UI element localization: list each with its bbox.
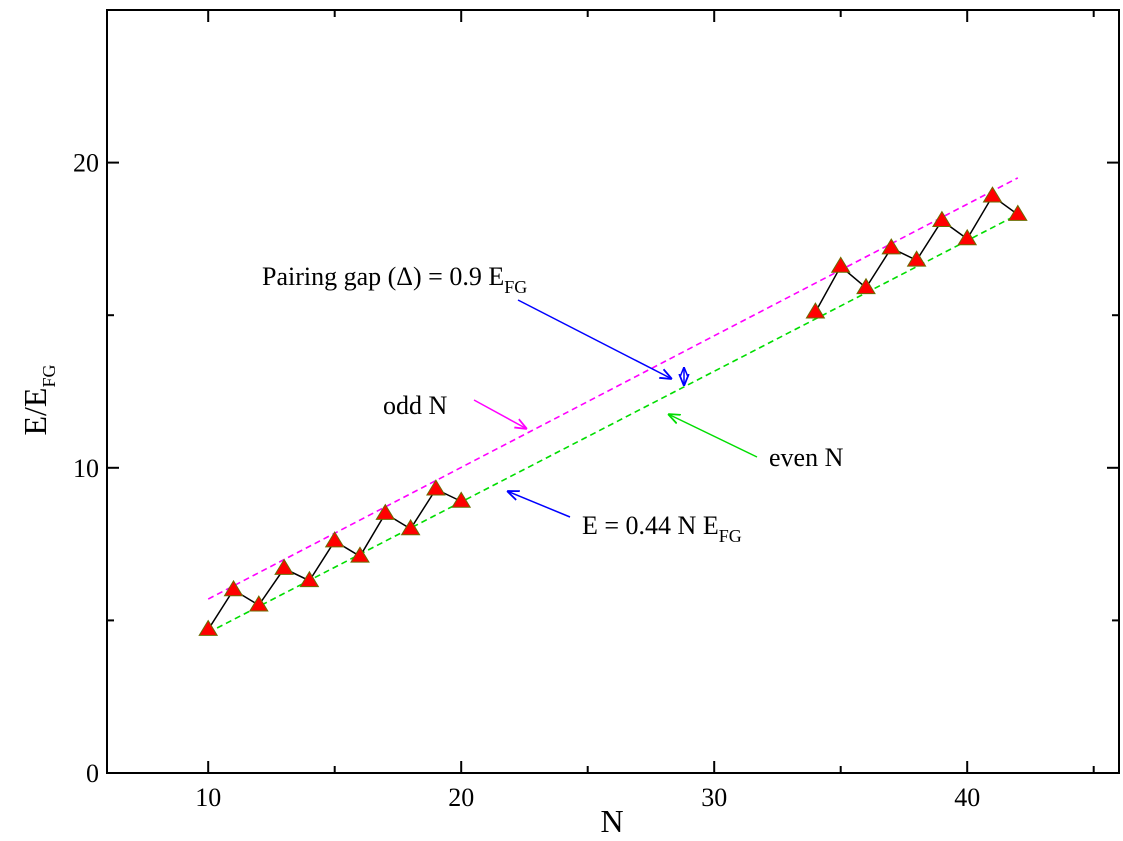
- even-n-arrow: [668, 414, 758, 458]
- data-point: [830, 256, 851, 273]
- x-tick-label: 20: [448, 783, 474, 812]
- y-axis-title: E/EFG: [17, 365, 59, 436]
- data-point: [881, 238, 902, 255]
- x-tick-label: 40: [954, 783, 980, 812]
- data-point: [1007, 204, 1028, 221]
- data-point: [324, 531, 345, 548]
- data-point: [350, 546, 370, 563]
- data-point: [856, 277, 876, 295]
- data-point: [906, 250, 927, 267]
- series-line: [207, 488, 462, 630]
- data-point: [400, 518, 421, 536]
- odd-n-label: odd N: [383, 391, 448, 420]
- odd-n-arrow: [473, 399, 527, 429]
- data-point: [957, 228, 978, 246]
- fit-annotation: E = 0.44 N EFG: [582, 511, 742, 546]
- odd-fit-line: [207, 177, 1019, 600]
- data-point: [982, 186, 1003, 203]
- x-tick-label: 30: [701, 783, 727, 812]
- data-point: [274, 558, 294, 575]
- pairing-gap-arrow: [517, 299, 672, 379]
- x-axis-title: N: [600, 803, 623, 839]
- data-point: [426, 479, 446, 496]
- fit-arrow: [507, 491, 571, 518]
- data-point: [375, 503, 396, 520]
- data-point: [198, 619, 219, 636]
- pairing-gap-annotation: Pairing gap (Δ) = 0.9 EFG: [262, 262, 527, 297]
- y-tick-label: 10: [73, 454, 99, 483]
- fit-lines: [207, 177, 1019, 634]
- data-point: [805, 302, 826, 319]
- plot-frame: [106, 9, 1120, 774]
- axis-ticks: [107, 9, 1119, 774]
- y-tick-label: 0: [86, 759, 99, 788]
- data-point: [451, 491, 472, 508]
- data-point: [223, 579, 244, 597]
- series-markers: [198, 186, 1028, 636]
- even-n-label: even N: [769, 443, 844, 472]
- even-fit-line: [207, 213, 1019, 634]
- x-tick-label: 10: [195, 783, 221, 812]
- data-point: [248, 595, 269, 612]
- tick-labels: 10 20 30 40 0 10 20: [73, 149, 980, 812]
- data-point: [299, 570, 320, 588]
- data-point: [932, 210, 952, 227]
- y-tick-label: 20: [73, 149, 99, 178]
